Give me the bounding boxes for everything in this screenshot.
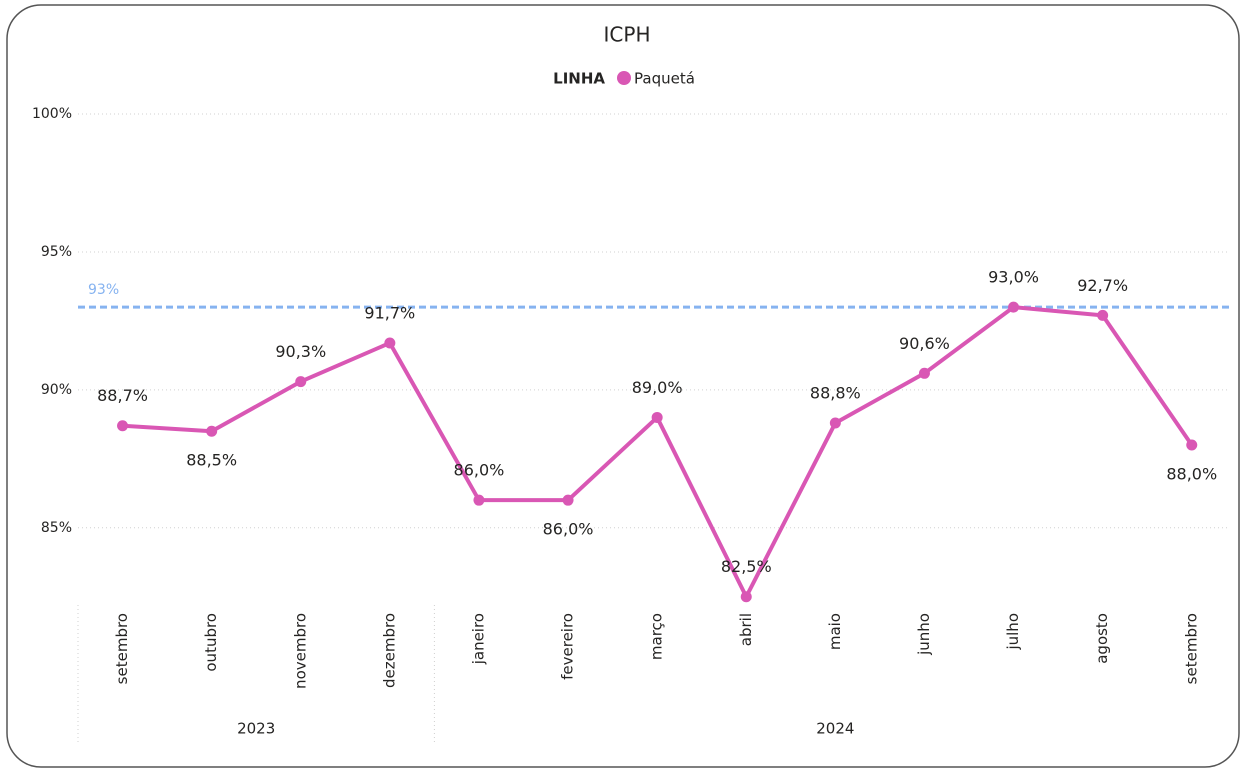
data-label: 82,5%: [721, 557, 772, 576]
x-group-label: 2023: [237, 720, 275, 738]
data-label: 89,0%: [632, 378, 683, 397]
x-tick-label: novembro: [291, 613, 309, 689]
x-tick-label: fevereiro: [559, 613, 577, 680]
x-tick-label: outubro: [202, 613, 220, 672]
frame: [6, 4, 1240, 768]
x-tick-label: dezembro: [380, 613, 398, 688]
data-label: 86,0%: [454, 461, 505, 480]
point: [1186, 439, 1198, 451]
x-group-label: 2024: [816, 720, 854, 738]
data-label: 90,3%: [275, 342, 326, 361]
x-tick-label: março: [648, 613, 666, 660]
legend-label: Paquetá: [634, 70, 695, 88]
x-tick-label: abril: [737, 613, 755, 646]
x-tick-label: janeiro: [469, 613, 487, 665]
data-label: 88,0%: [1166, 465, 1217, 484]
y-tick-label: 85%: [41, 520, 72, 536]
y-tick-label: 90%: [41, 382, 72, 398]
point: [473, 494, 485, 506]
point: [384, 337, 396, 349]
point: [206, 425, 218, 437]
reference-label: 93%: [88, 282, 119, 298]
data-label: 88,8%: [810, 383, 861, 402]
point: [117, 420, 129, 432]
point: [295, 376, 307, 388]
point: [918, 367, 930, 379]
x-tick-label: julho: [1004, 613, 1022, 651]
point: [829, 417, 841, 429]
point: [651, 411, 663, 423]
data-label: 93,0%: [988, 268, 1039, 287]
data-label: 88,7%: [97, 386, 148, 405]
point: [562, 494, 574, 506]
x-tick-label: setembro: [113, 613, 131, 684]
x-tick-label: maio: [826, 613, 844, 650]
data-label: 91,7%: [364, 303, 415, 322]
data-label: 86,0%: [543, 520, 594, 539]
x-tick-label: junho: [915, 613, 933, 656]
data-label: 92,7%: [1077, 276, 1128, 295]
legend-marker: [617, 71, 631, 85]
point: [740, 591, 752, 603]
chart-title: ICPH: [604, 23, 651, 47]
x-tick-label: agosto: [1093, 613, 1111, 664]
y-tick-label: 95%: [41, 244, 72, 260]
x-tick-label: setembro: [1182, 613, 1200, 684]
legend-title: LINHA: [553, 70, 605, 88]
data-label: 88,5%: [186, 451, 237, 470]
point: [1097, 309, 1109, 321]
point: [1008, 301, 1020, 313]
y-tick-label: 100%: [32, 106, 72, 122]
data-label: 90,6%: [899, 334, 950, 353]
